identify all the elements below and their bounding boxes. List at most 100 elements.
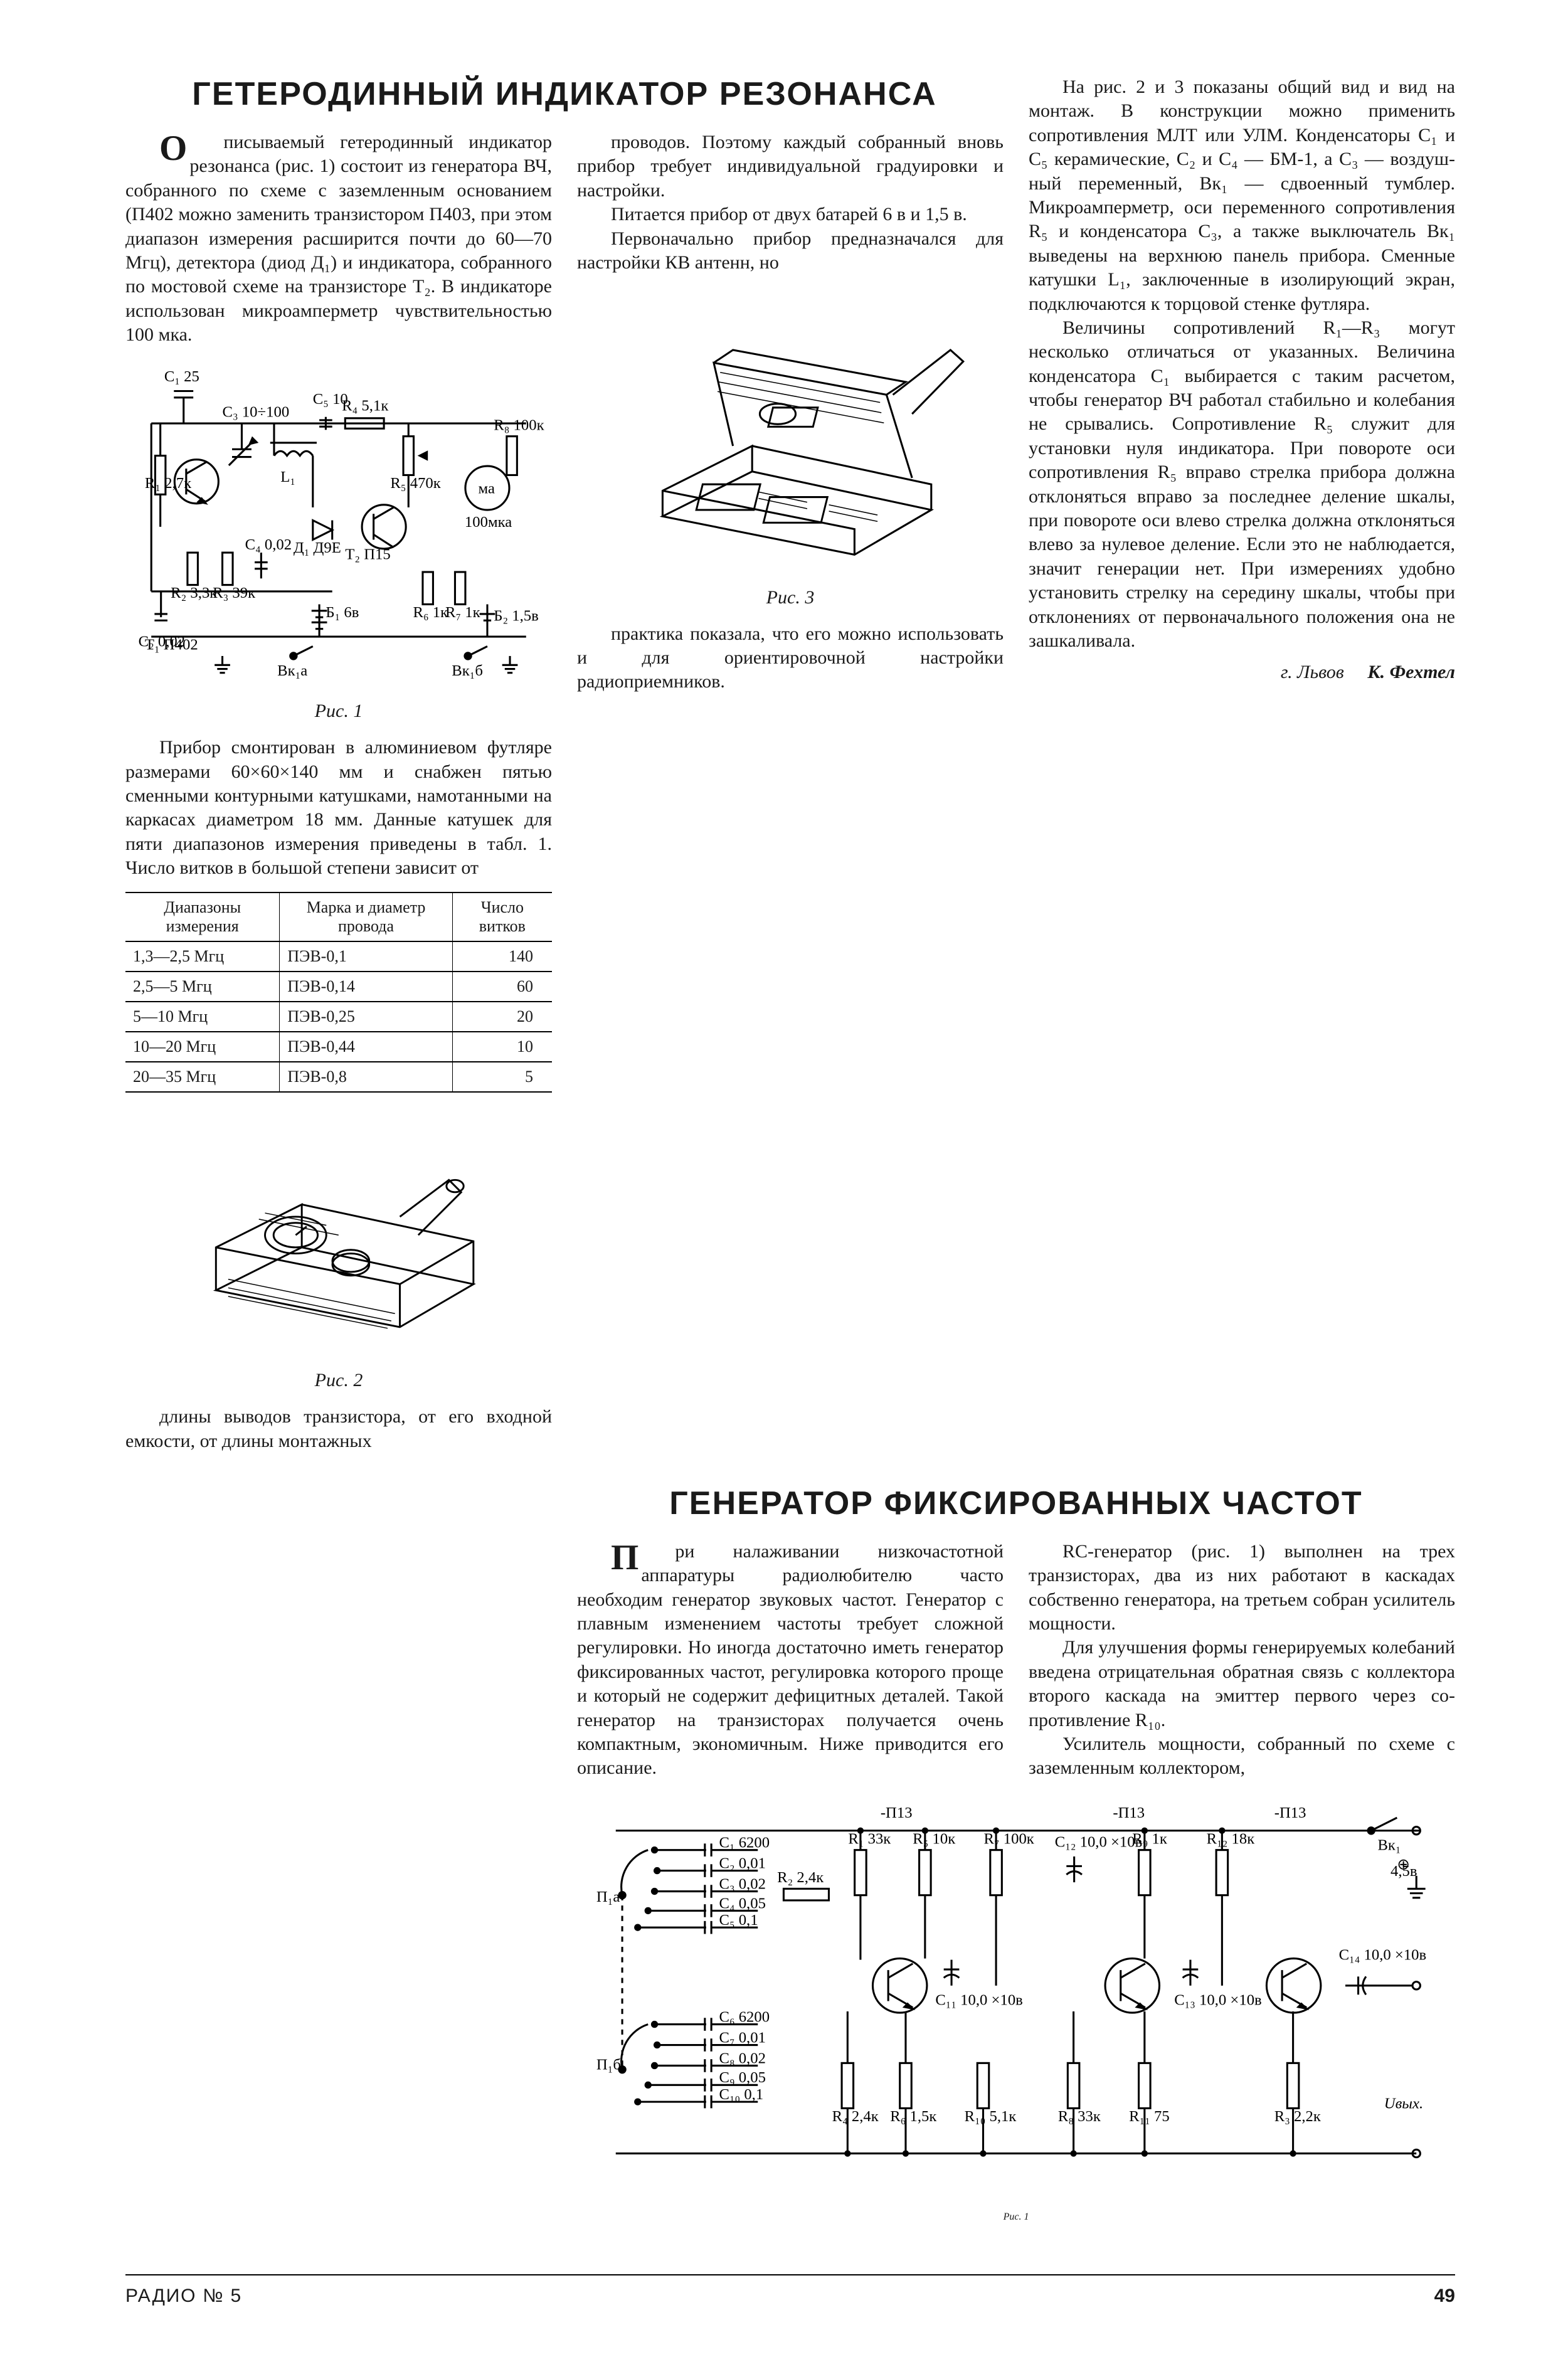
article1-p9: Величины сопротивлений R₁—R₃ могут неско… — [1029, 316, 1455, 653]
article1-col2: проводов. Поэтому каждый собранный вновь… — [577, 130, 1004, 1453]
svg-text:R₁ 2,7к: R₁ 2,7к — [145, 475, 192, 492]
article1-p1-text: писываемый гетеродинный инди­катор резон… — [125, 132, 552, 345]
svg-text:R₁ 33к: R₁ 33к — [848, 1830, 891, 1847]
th-range: Диапазоны измерения — [125, 892, 280, 941]
page-footer: РАДИО № 5 49 — [125, 2285, 1455, 2307]
svg-text:R₆ 1,5к: R₆ 1,5к — [890, 2108, 937, 2125]
article2-p2: RC-генератор (рис. 1) выполнен на трех т… — [1029, 1540, 1455, 1636]
schematic-2-svg: -П13 -П13 -П13 Вк₁ 4,5в ⊕ — [577, 1792, 1455, 2205]
svg-text:C₁₂ 10,0 ×10в: C₁₂ 10,0 ×10в — [1055, 1833, 1143, 1850]
svg-text:C₁₄ 10,0 ×10в: C₁₄ 10,0 ×10в — [1339, 1946, 1427, 1963]
svg-text:R₆ 1к: R₆ 1к — [413, 604, 448, 621]
svg-text:R₂ 2,4к: R₂ 2,4к — [777, 1869, 824, 1886]
svg-text:Вк₁б: Вк₁б — [452, 662, 483, 679]
svg-text:T₁ П402: T₁ П402 — [145, 636, 198, 653]
footer-rule — [125, 2274, 1455, 2275]
svg-text:Uвых.: Uвых. — [1384, 2095, 1423, 2112]
svg-text:R₅ 470к: R₅ 470к — [390, 475, 441, 492]
svg-text:П₁б: П₁б — [596, 2056, 621, 2073]
svg-text:⊕: ⊕ — [1397, 1856, 1410, 1873]
article2-col2: RC-генератор (рис. 1) выполнен на трех т… — [1029, 1540, 1455, 1781]
svg-text:C₇ 0,01: C₇ 0,01 — [719, 2029, 765, 2046]
article2-p1-dropcap: П — [577, 1540, 641, 1576]
article1-title: ГЕТЕРОДИННЫЙ ИНДИКАТОР РЕЗОНАНСА — [125, 75, 1004, 113]
svg-text:T₂ П15: T₂ П15 — [345, 546, 390, 563]
figure-3: Рис. 3 — [577, 286, 1004, 608]
svg-text:R₈ 33к: R₈ 33к — [1058, 2108, 1101, 2125]
svg-text:R₇ 100к: R₇ 100к — [984, 1830, 1035, 1847]
svg-text:R₈ 100к: R₈ 100к — [494, 416, 544, 433]
article-generator: ГЕНЕРАТОР ФИКСИРОВАННЫХ ЧАСТОТ При налаж… — [125, 1485, 1455, 2237]
fig-a2-1-caption: Рис. 1 — [577, 2211, 1455, 2223]
byline-author: К. Фехтел — [1367, 662, 1455, 682]
fig1-caption: Рис. 1 — [125, 701, 552, 722]
svg-text:C₆ 6200: C₆ 6200 — [719, 2008, 770, 2025]
svg-text:R₁₂ 18к: R₁₂ 18к — [1207, 1830, 1256, 1847]
footer-page: 49 — [1434, 2285, 1455, 2307]
article2-p4: Усилитель мощности, собранный по схеме с… — [1029, 1732, 1455, 1781]
article2-p3: Для улучшения формы генерируемых колебан… — [1029, 1636, 1455, 1732]
fig3-caption: Рис. 3 — [577, 587, 1004, 608]
svg-text:R₁₀ 5,1к: R₁₀ 5,1к — [965, 2108, 1017, 2125]
article1-p4: проводов. Поэтому каждый собранный вновь… — [577, 130, 1004, 203]
svg-text:-П13: -П13 — [1274, 1804, 1306, 1821]
figure-2: Рис. 2 — [125, 1106, 552, 1392]
svg-text:C₃ 10÷100: C₃ 10÷100 — [223, 403, 290, 420]
svg-text:C₅ 0,1: C₅ 0,1 — [719, 1912, 758, 1929]
svg-text:R₄ 5,1к: R₄ 5,1к — [342, 397, 389, 414]
svg-text:-П13: -П13 — [881, 1804, 913, 1821]
svg-text:C₁ 25: C₁ 25 — [164, 368, 199, 385]
article1-p5: Питается прибор от двух батарей 6 в и 1,… — [577, 203, 1004, 226]
svg-text:C₄ 0,02: C₄ 0,02 — [245, 536, 292, 553]
article1-p7: практика показала, что его можно использ… — [577, 622, 1004, 694]
article1-byline: г. Львов К. Фехтел — [1029, 662, 1455, 683]
article1-p3: длины выводов транзистора, от его входно… — [125, 1405, 552, 1453]
article2-p1: При налаживании низкочастотной аппаратур… — [577, 1540, 1004, 1781]
svg-text:100мка: 100мка — [465, 513, 512, 530]
schematic-1-svg: C₁ 25 R₁ 2,7к — [125, 359, 552, 695]
svg-text:R₃ 2,2к: R₃ 2,2к — [1274, 2108, 1322, 2125]
svg-text:Б₂ 1,5в: Б₂ 1,5в — [494, 607, 539, 624]
svg-text:R₇ 1к: R₇ 1к — [445, 604, 481, 621]
svg-text:L₁: L₁ — [280, 468, 295, 485]
th-wire: Марка и диаметр провода — [280, 892, 452, 941]
svg-text:-П13: -П13 — [1113, 1804, 1145, 1821]
svg-text:R₁₁ 75: R₁₁ 75 — [1129, 2108, 1170, 2125]
article2-p1-text: ри налаживании низкочастотной аппаратуры… — [577, 1541, 1004, 1779]
article1-p1: Описываемый гетеродинный инди­катор резо… — [125, 130, 552, 347]
article1-p1-dropcap: О — [125, 130, 189, 166]
th-turns: Число витков — [452, 892, 552, 941]
article1-p2: Прибор смонтирован в алюминиевом футляре… — [125, 736, 552, 880]
coil-table: Диапазоны измерения Марка и диаметр пров… — [125, 892, 552, 1093]
article-heterodyne: ГЕТЕРОДИННЫЙ ИНДИКАТОР РЕЗОНАНСА Описыва… — [125, 75, 1455, 1453]
article1-p6: Первоначально прибор предназна­чался для… — [577, 227, 1004, 275]
svg-text:Вк₁: Вк₁ — [1377, 1836, 1401, 1853]
svg-text:C₁₃ 10,0 ×10в: C₁₃ 10,0 ×10в — [1174, 1992, 1262, 2009]
svg-text:C₁₀ 0,1: C₁₀ 0,1 — [719, 2086, 763, 2103]
svg-text:R₂ 3,3к: R₂ 3,3к — [171, 585, 218, 601]
svg-text:Д₁ Д9Е: Д₁ Д9Е — [294, 539, 341, 556]
svg-text:П₁а: П₁а — [596, 1888, 620, 1905]
svg-text:Б₁ 6в: Б₁ 6в — [326, 604, 359, 621]
open-case-svg — [586, 286, 995, 580]
svg-text:C₂ 0,01: C₂ 0,01 — [719, 1855, 765, 1872]
svg-text:C₁₁ 10,0 ×10в: C₁₁ 10,0 ×10в — [935, 1992, 1023, 2009]
article1-col1: Описываемый гетеродинный инди­катор резо… — [125, 130, 552, 1453]
fig2-caption: Рис. 2 — [125, 1370, 552, 1391]
article2-title: ГЕНЕРАТОР ФИКСИРОВАННЫХ ЧАСТОТ — [577, 1485, 1455, 1522]
device-sketch-svg — [142, 1106, 535, 1364]
svg-text:C₈ 0,02: C₈ 0,02 — [719, 2050, 765, 2067]
figure-a2-1: -П13 -П13 -П13 Вк₁ 4,5в ⊕ — [577, 1792, 1455, 2223]
svg-text:R₄ 2,4к: R₄ 2,4к — [832, 2108, 879, 2125]
article1-p8: На рис. 2 и 3 показаны общий вид и вид н… — [1029, 75, 1455, 316]
byline-city: г. Львов — [1281, 662, 1344, 682]
svg-text:R₅ 10к: R₅ 10к — [913, 1830, 956, 1847]
svg-text:ма: ма — [479, 480, 495, 497]
svg-text:C₃ 0,02: C₃ 0,02 — [719, 1875, 765, 1892]
footer-magazine: РАДИО № 5 — [125, 2285, 242, 2307]
article2-col1: При налаживании низкочастотной аппаратур… — [577, 1540, 1004, 1781]
svg-text:R₃ 39к: R₃ 39к — [213, 585, 256, 601]
svg-text:C₁ 6200: C₁ 6200 — [719, 1834, 770, 1851]
svg-text:Вк₁а: Вк₁а — [277, 662, 307, 679]
svg-text:C₄ 0,05: C₄ 0,05 — [719, 1895, 765, 1912]
